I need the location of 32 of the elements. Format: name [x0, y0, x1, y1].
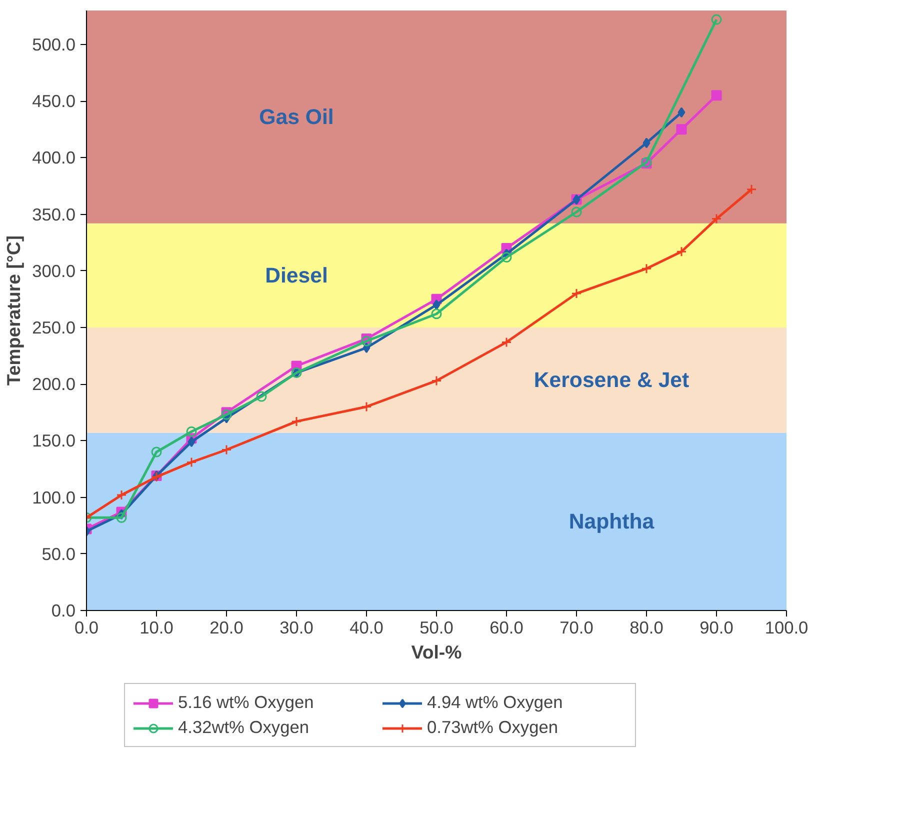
x-tick-label: 40.0 [350, 618, 384, 638]
y-tick-label: 150.0 [32, 430, 76, 451]
y-tick-label: 350.0 [32, 204, 76, 224]
band-label: Gas Oil [259, 104, 334, 129]
x-tick-label: 30.0 [280, 618, 314, 638]
y-tick-label: 50.0 [42, 544, 76, 564]
y-tick-label: 300.0 [32, 260, 76, 281]
band-label: Naphtha [568, 510, 654, 534]
y-tick-label: 200.0 [32, 374, 76, 394]
x-tick-label: 50.0 [420, 618, 454, 638]
x-tick-label: 20.0 [210, 618, 244, 638]
x-axis-title: Vol-% [411, 642, 462, 662]
x-tick-label: 60.0 [490, 618, 524, 638]
y-tick-label: 0.0 [51, 600, 76, 620]
legend-label: 4.94 wt% Oxygen [427, 692, 564, 713]
band-label: Kerosene & Jet [534, 368, 690, 392]
legend-label: 0.73wt% Oxygen [427, 717, 559, 738]
legend-label: 4.32wt% Oxygen [178, 717, 310, 738]
x-tick-label: 0.0 [74, 618, 99, 638]
y-tick-label: 450.0 [32, 91, 76, 112]
y-tick-label: 400.0 [32, 148, 76, 168]
x-tick-label: 100.0 [764, 618, 808, 638]
y-tick-label: 100.0 [32, 487, 76, 508]
x-tick-label: 70.0 [560, 618, 594, 638]
y-tick-label: 500.0 [32, 34, 76, 54]
legend-label: 5.16 wt% Oxygen [178, 692, 315, 713]
y-tick-label: 250.0 [32, 317, 76, 338]
band-label: Diesel [265, 263, 328, 288]
y-axis-title: Temperature [°C] [3, 235, 24, 386]
x-tick-label: 10.0 [140, 618, 174, 638]
x-tick-label: 90.0 [700, 618, 734, 638]
x-tick-label: 80.0 [630, 618, 664, 638]
